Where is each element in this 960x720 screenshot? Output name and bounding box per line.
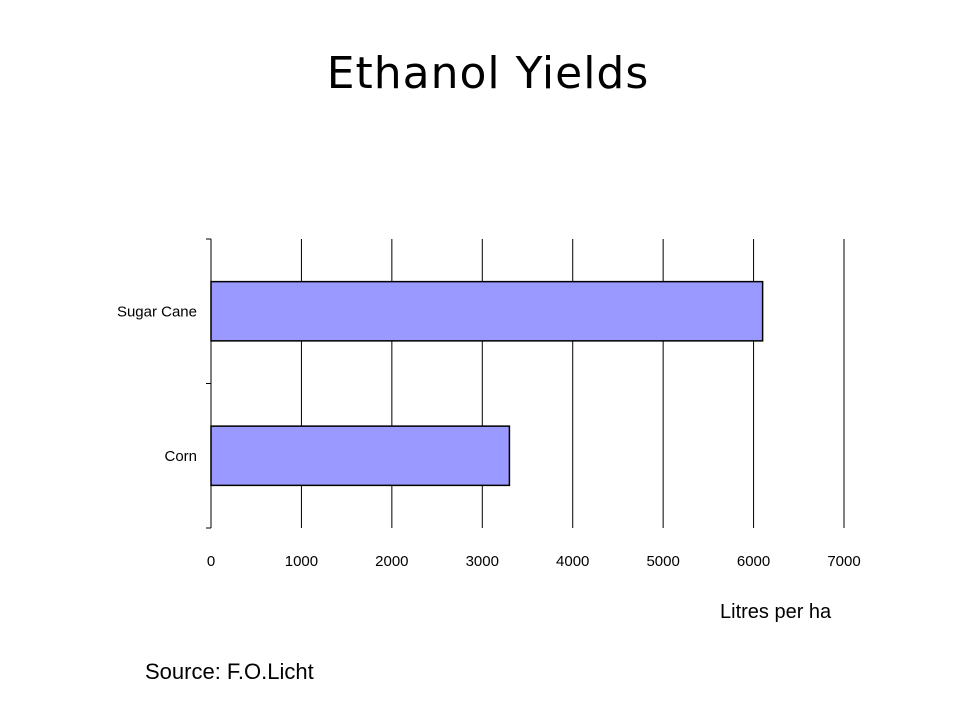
chart-title: Ethanol Yields <box>326 48 650 99</box>
x-tick-label: 4000 <box>556 553 589 570</box>
bar <box>210 280 764 342</box>
x-tick-label: 2000 <box>375 553 408 570</box>
tick-labels: 0 1000 2000 3000 4000 5000 6000 7000 Sugar Cane C… <box>117 303 861 570</box>
bars <box>210 280 764 487</box>
x-tick-label: 1000 <box>285 553 318 570</box>
x-axis-unit-label: Litres per ha <box>720 601 832 623</box>
x-tick-label: 5000 <box>646 553 679 570</box>
x-tick-label: 7000 <box>827 553 860 570</box>
y-tick-label: Corn <box>164 448 197 465</box>
x-tick-label: 0 <box>207 553 215 570</box>
bar <box>210 425 511 487</box>
source-note: Source: F.O.Licht <box>145 659 314 684</box>
axes <box>206 238 212 529</box>
x-tick-label: 6000 <box>737 553 770 570</box>
y-tick-label: Sugar Cane <box>117 303 197 320</box>
x-tick-label: 3000 <box>466 553 499 570</box>
